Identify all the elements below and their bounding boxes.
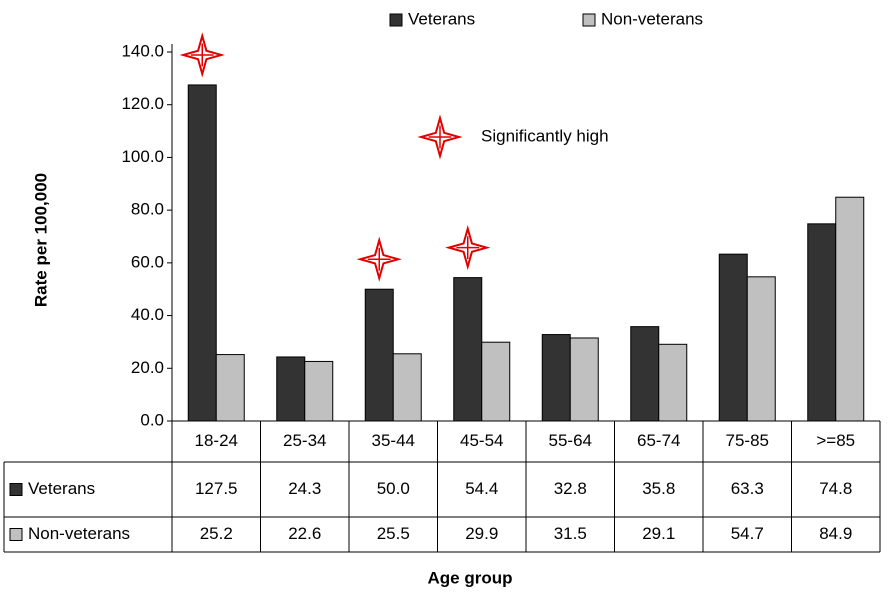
bar (453, 277, 483, 422)
x-tick-label: 25-34 (283, 431, 326, 450)
bar (835, 196, 865, 422)
x-tick-label: 35-44 (372, 431, 415, 450)
table-cell: 25.2 (200, 524, 233, 543)
x-axis-title: Age group (428, 568, 513, 587)
table-cell: 32.8 (554, 479, 587, 498)
bar (187, 84, 217, 422)
x-tick-label: 45-54 (460, 431, 503, 450)
table-cell: 29.1 (642, 524, 675, 543)
table-cell: 63.3 (731, 479, 764, 498)
table-row-label: Non-veterans (28, 524, 130, 543)
bar (364, 288, 394, 422)
bar (746, 276, 776, 422)
bar (215, 354, 245, 422)
x-tick-label: 75-85 (726, 431, 769, 450)
table-cell: 29.9 (465, 524, 498, 543)
x-tick-label: >=85 (816, 431, 855, 450)
y-tick-label: 80.0 (131, 200, 164, 219)
y-tick-label: 120.0 (121, 94, 164, 113)
table-cell: 25.5 (377, 524, 410, 543)
x-tick-label: 55-64 (549, 431, 592, 450)
table-cell: 74.8 (819, 479, 852, 498)
legend-swatch (582, 13, 596, 27)
significance-star-core (456, 236, 480, 260)
bar (658, 343, 688, 422)
table-row-label: Veterans (28, 479, 95, 498)
legend-swatch (389, 13, 403, 27)
bar (807, 223, 837, 422)
table-cell: 31.5 (554, 524, 587, 543)
y-tick-label: 140.0 (121, 41, 164, 60)
x-tick-label: 65-74 (637, 431, 680, 450)
y-tick-label: 20.0 (131, 358, 164, 377)
legend-label: Veterans (408, 9, 475, 28)
legend-label: Non-veterans (601, 9, 703, 28)
table-cell: 54.4 (465, 479, 498, 498)
table-legend-swatch (9, 483, 23, 496)
table-legend-swatch (9, 528, 23, 541)
y-tick-label: 60.0 (131, 252, 164, 271)
bar (541, 334, 571, 422)
bar (718, 253, 748, 422)
bar (304, 360, 334, 422)
y-tick-label: 100.0 (121, 147, 164, 166)
table-cell: 54.7 (731, 524, 764, 543)
x-tick-label: 18-24 (195, 431, 238, 450)
table-cell: 84.9 (819, 524, 852, 543)
bar (392, 353, 422, 422)
y-tick-label: 0.0 (140, 410, 164, 429)
table-cell: 50.0 (377, 479, 410, 498)
table-cell: 35.8 (642, 479, 675, 498)
bar (569, 337, 599, 422)
bar (276, 356, 306, 422)
marker-legend-label: Significantly high (481, 126, 609, 145)
marker-legend-star-core (428, 125, 452, 149)
y-tick-label: 40.0 (131, 305, 164, 324)
table-cell: 24.3 (288, 479, 321, 498)
y-axis-title: Rate per 100,000 (31, 173, 50, 307)
bar (481, 341, 511, 422)
bar (630, 326, 660, 422)
significance-star-core (190, 43, 214, 67)
table-cell: 127.5 (195, 479, 238, 498)
significance-star-core (367, 247, 391, 271)
table-cell: 22.6 (288, 524, 321, 543)
